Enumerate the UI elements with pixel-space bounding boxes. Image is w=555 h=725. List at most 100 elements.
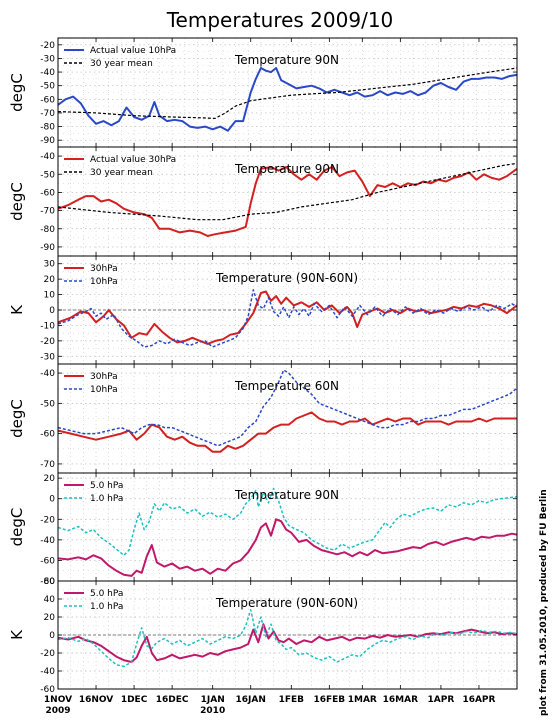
y-tick-label: -70 xyxy=(40,207,55,217)
panel-grid xyxy=(58,364,517,473)
y-axis-label: degC xyxy=(8,399,26,438)
y-tick-label: -60 xyxy=(40,685,55,695)
series-line-p2-0 xyxy=(58,166,517,237)
x-tick-label: 1FEB xyxy=(279,695,305,705)
credit-text: plot from 31.05.2010, produced by FU Ber… xyxy=(539,489,549,716)
chart-panels: -90 -80 -70 -60 -50 -40 -30 -20 degC Temperature … xyxy=(8,37,518,716)
legend-label: 10hPa xyxy=(90,277,118,287)
y-tick-label: -50 xyxy=(40,82,55,92)
y-tick-label: 40 xyxy=(44,595,56,605)
legend-label: 1.0 hPa xyxy=(90,602,123,612)
y-tick-label: 20 xyxy=(44,275,56,285)
y-tick-label: -20 xyxy=(40,337,55,347)
y-tick-label: -30 xyxy=(40,352,55,362)
panel-grid xyxy=(58,147,517,256)
y-tick-label: -40 xyxy=(40,152,55,162)
panel-p5: -80 -60 -40 -20 0 20 degC Temperature 90N 5.0 hP… xyxy=(8,472,518,587)
x-tick-label: 16NOV xyxy=(79,695,113,705)
y-tick-label: 0 xyxy=(49,631,55,641)
panel-title: Temperature (90N-60N) xyxy=(215,596,358,610)
series-line-p5-1 xyxy=(58,487,517,557)
x-tick-sublabel: 2010 xyxy=(200,706,225,716)
panel-grid xyxy=(58,256,517,364)
y-tick-label: -80 xyxy=(40,225,55,235)
x-tick-label: 16MAR xyxy=(383,695,418,705)
y-tick-label: -20 xyxy=(40,41,55,51)
y-tick-label: 0 xyxy=(49,306,55,316)
legend-label: Actual value 10hPa xyxy=(90,46,176,56)
y-tick-label: -30 xyxy=(40,54,55,64)
series-line-p4-0 xyxy=(58,411,517,453)
panel-title: Temperature 60N xyxy=(234,379,339,393)
y-tick-label: 0 xyxy=(49,495,55,505)
series-line-p6-0 xyxy=(58,623,517,663)
y-tick-label: -50 xyxy=(40,399,55,409)
y-tick-label: -60 xyxy=(40,430,55,440)
y-tick-label: -40 xyxy=(40,68,55,78)
panel-title: Temperature (90N-60N) xyxy=(215,271,358,285)
x-tick-label: 1NOV xyxy=(44,695,72,705)
y-tick-label: -60 xyxy=(40,188,55,198)
y-tick-label: -60 xyxy=(40,556,55,566)
legend-label: 30hPa xyxy=(90,264,118,274)
legend-label: 30 year mean xyxy=(90,59,153,69)
panel-p2: -90 -80 -70 -60 -50 -40 degC Temperature 90N Act… xyxy=(8,146,518,257)
series-line-p1-0 xyxy=(58,67,517,132)
y-tick-label: -20 xyxy=(40,649,55,659)
x-tick-label: 1APR xyxy=(428,695,455,705)
y-tick-label: -90 xyxy=(40,136,55,146)
legend-label: 30 year mean xyxy=(90,168,153,178)
x-tick-label: 1JAN xyxy=(201,695,225,705)
y-tick-label: -40 xyxy=(40,536,55,546)
panel-grid xyxy=(58,473,517,581)
y-tick-label: -40 xyxy=(40,667,55,677)
y-tick-label: -70 xyxy=(40,460,55,470)
series-line-p3-0 xyxy=(58,290,517,345)
y-axis-label: degC xyxy=(8,508,26,547)
x-tick-label: 16FEB xyxy=(313,695,345,705)
y-tick-label: -80 xyxy=(40,577,55,587)
y-tick-label: -90 xyxy=(40,243,55,253)
panel-title: Temperature 90N xyxy=(234,162,339,176)
y-tick-label: -10 xyxy=(40,321,55,331)
panel-title: Temperature 90N xyxy=(234,488,339,502)
legend-label: 10hPa xyxy=(90,385,118,395)
y-axis-label: degC xyxy=(8,73,26,112)
x-tick-label: 1DEC xyxy=(121,695,148,705)
series-line-p4-1 xyxy=(58,369,517,447)
y-tick-label: -20 xyxy=(40,515,55,525)
panel-p1: -90 -80 -70 -60 -50 -40 -30 -20 degC Temperature … xyxy=(8,37,518,148)
series-line-p6-1 xyxy=(58,609,517,668)
x-tick-label: 16JAN xyxy=(236,695,266,705)
panel-p6: -60 -40 -20 0 20 40 60 K Temperature (90N-60N) 5.… xyxy=(8,577,518,695)
x-tick-sublabel: 2009 xyxy=(45,706,70,716)
legend-label: 5.0 hPa xyxy=(90,589,123,599)
x-tick-label: 16APR xyxy=(462,695,495,705)
legend-label: 1.0 hPa xyxy=(90,494,123,504)
y-tick-label: 30 xyxy=(44,260,56,270)
series-line-p1-1 xyxy=(58,67,517,119)
x-tick-label: 16DEC xyxy=(156,695,189,705)
y-tick-label: 20 xyxy=(44,474,56,484)
chart-title: Temperatures 2009/10 xyxy=(166,8,394,32)
y-tick-label: 20 xyxy=(44,613,56,623)
y-tick-label: -50 xyxy=(40,170,55,180)
panel-p4: -70 -60 -50 -40 degC Temperature 60N 30hPa 10hP… xyxy=(8,363,518,474)
panel-p3: -30 -20 -10 0 10 20 30 K Temperature (90N-60N) 30… xyxy=(8,255,518,365)
series-line-p5-0 xyxy=(58,518,517,577)
y-tick-label: 60 xyxy=(44,577,56,587)
series-line-p2-1 xyxy=(58,162,517,221)
y-tick-label: -60 xyxy=(40,95,55,105)
y-tick-label: 10 xyxy=(44,291,56,301)
x-tick-label: 1MAR xyxy=(348,695,377,705)
legend-label: 30hPa xyxy=(90,372,118,382)
panel-grid xyxy=(58,38,517,147)
legend-label: Actual value 30hPa xyxy=(90,155,176,165)
y-tick-label: -40 xyxy=(40,369,55,379)
legend-label: 5.0 hPa xyxy=(90,481,123,491)
y-axis-label: K xyxy=(8,304,26,315)
y-tick-label: -70 xyxy=(40,109,55,119)
panel-title: Temperature 90N xyxy=(234,53,339,67)
